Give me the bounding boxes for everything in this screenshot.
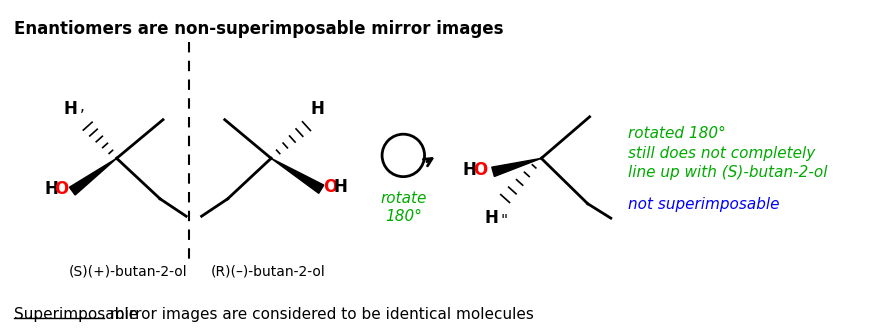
Text: H: H [484,209,498,227]
Polygon shape [70,158,117,195]
Polygon shape [271,158,324,193]
Text: H: H [64,100,78,118]
Text: rotate
180°: rotate 180° [380,191,426,223]
Text: (S)(+)-butan-2-ol: (S)(+)-butan-2-ol [68,265,187,279]
Text: H: H [310,100,324,118]
Text: O: O [54,180,68,198]
Text: ": " [501,213,508,228]
Text: H: H [334,178,348,196]
Text: mirror images are considered to be identical molecules: mirror images are considered to be ident… [106,307,534,322]
Text: (R)(–)-butan-2-ol: (R)(–)-butan-2-ol [210,265,325,279]
Text: line up with (S)-butan-2-ol: line up with (S)-butan-2-ol [628,165,828,180]
Polygon shape [492,158,542,176]
Text: ,: , [80,99,85,114]
Text: rotated 180°: rotated 180° [628,127,726,142]
Text: Enantiomers are non-superimposable mirror images: Enantiomers are non-superimposable mirro… [14,20,504,38]
Text: O: O [324,178,337,196]
Text: O: O [473,161,487,179]
Text: H: H [44,180,58,198]
Text: not superimposable: not superimposable [628,197,780,212]
Text: Superimposable: Superimposable [14,307,139,322]
Text: H: H [462,161,476,179]
Text: still does not completely: still does not completely [628,146,815,161]
